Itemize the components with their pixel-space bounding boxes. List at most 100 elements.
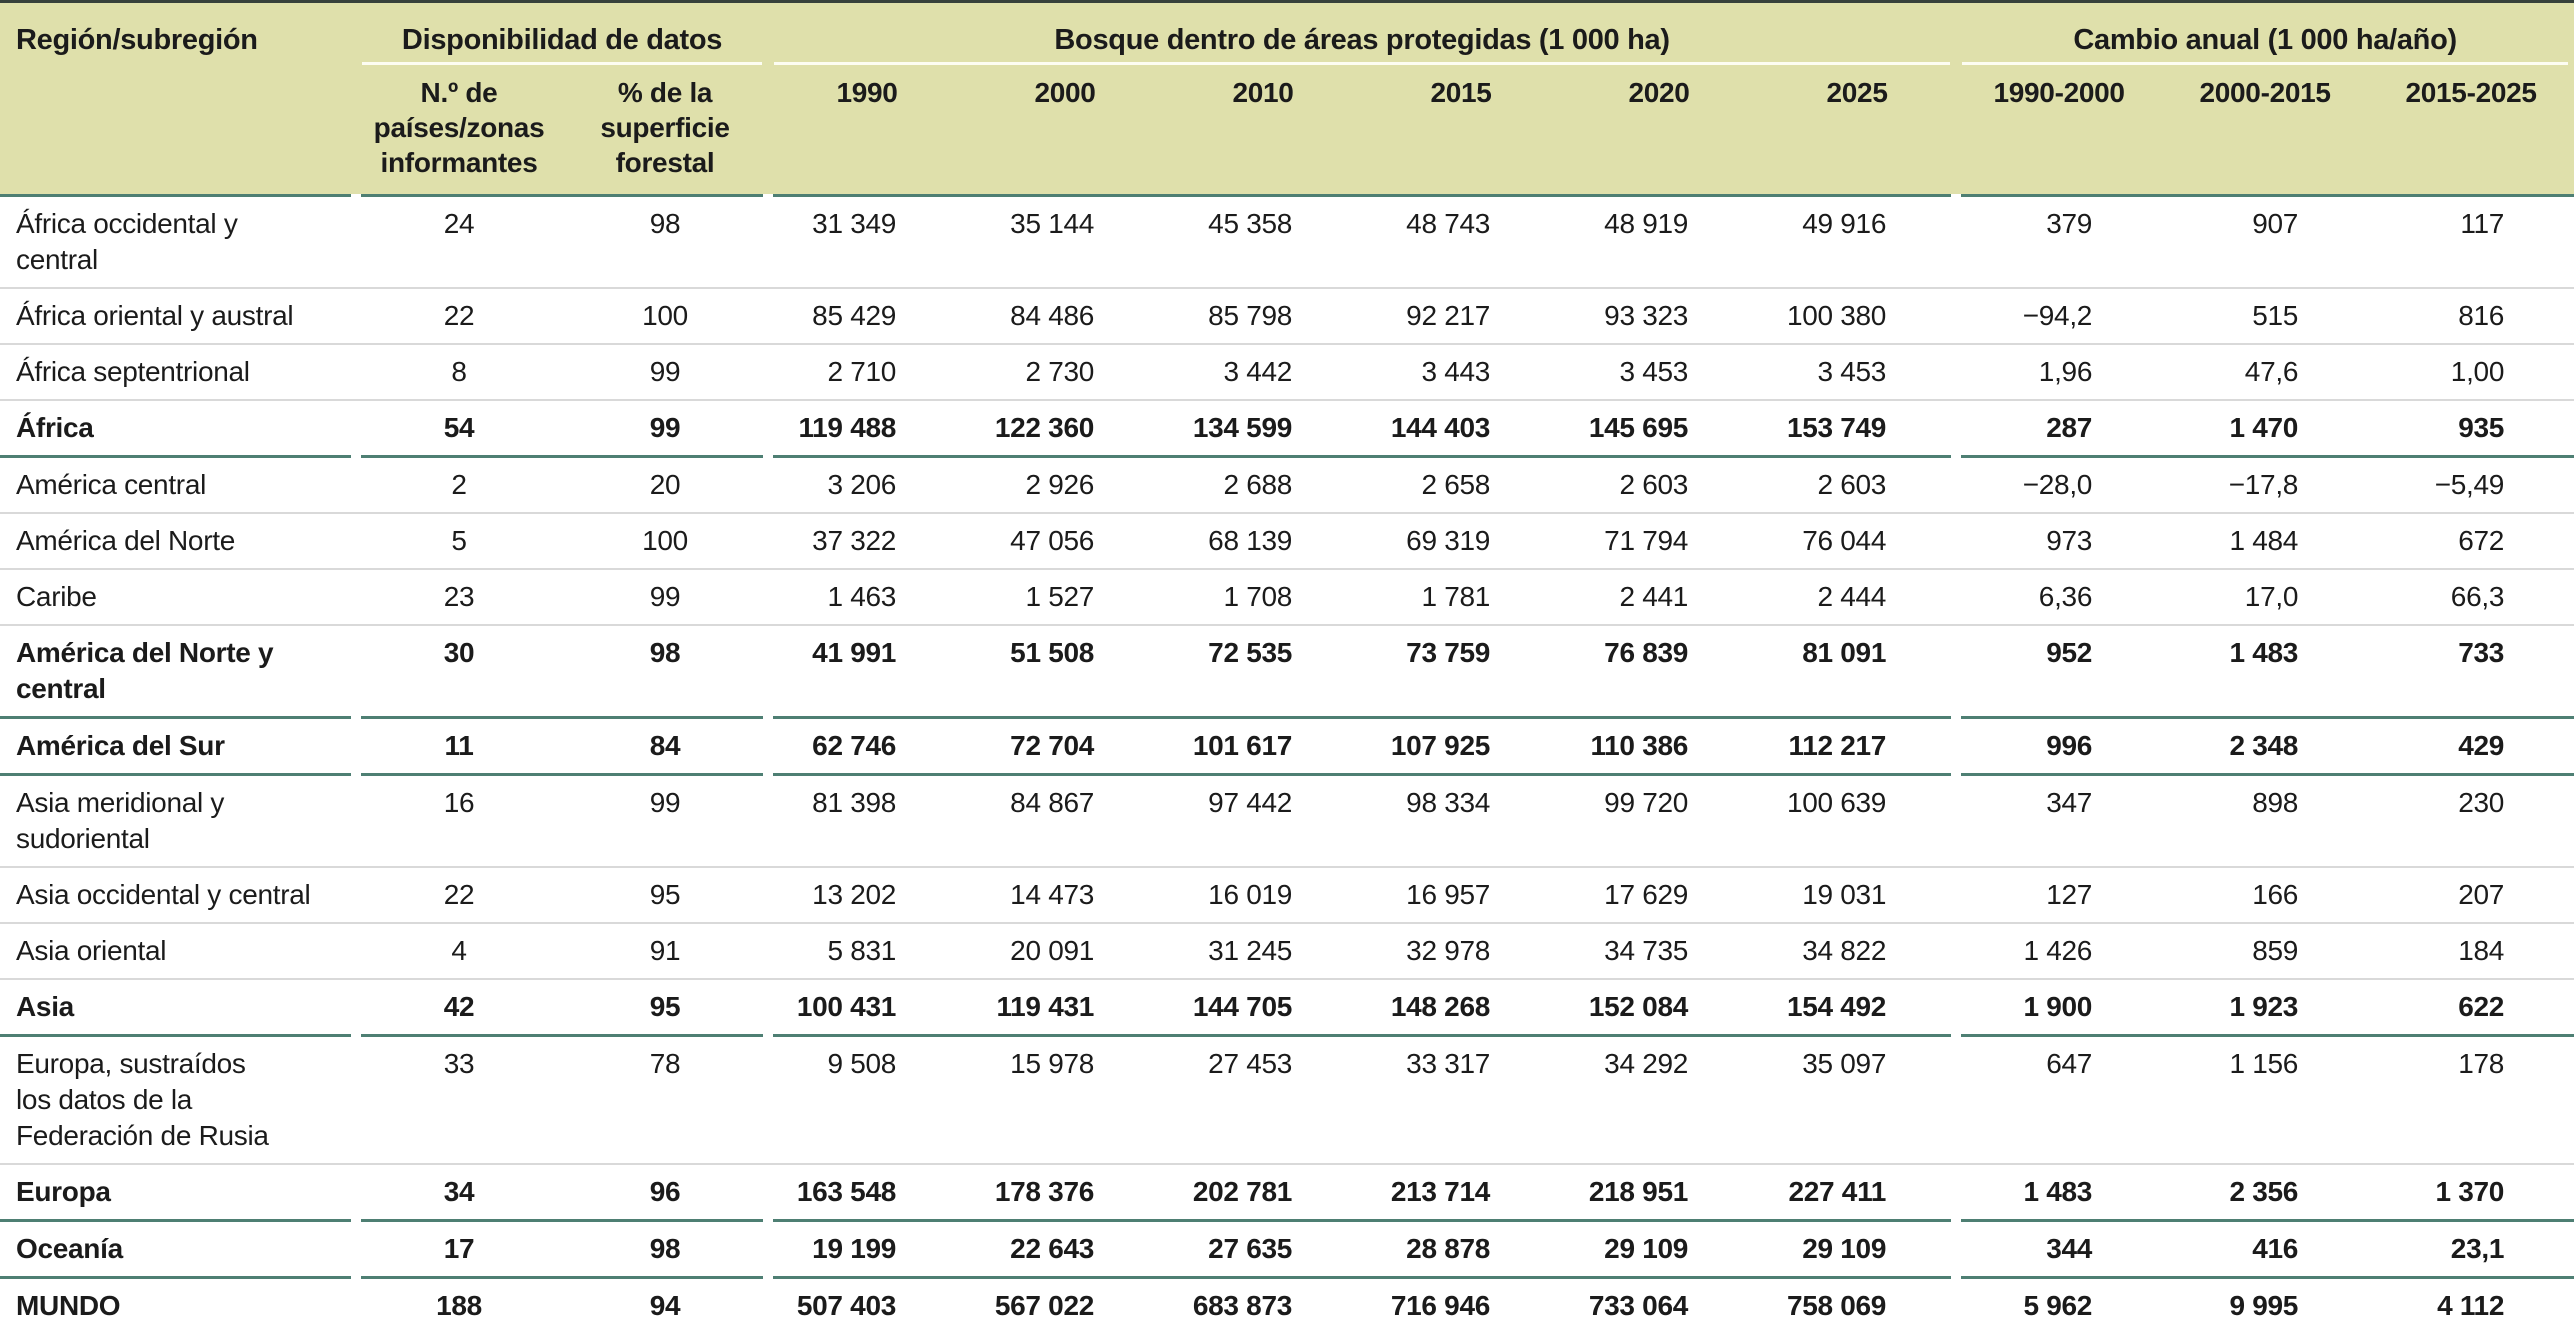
value-cell: 2 688 — [1164, 458, 1363, 514]
region-cell: África oriental y austral — [0, 289, 356, 345]
column-header-region-subregion: Región/subregión — [0, 3, 356, 197]
value-cell: 49 916 — [1758, 197, 1957, 289]
value-cell: 1,00 — [2368, 345, 2574, 401]
value-cell: 178 — [2368, 1037, 2574, 1165]
region-cell: Asia oriental — [0, 924, 356, 980]
value-cell: 2 348 — [2162, 719, 2369, 776]
value-cell: 2 441 — [1560, 570, 1759, 626]
table-row: Asia occidental y central 22 95 13 202 14 47… — [0, 868, 2574, 924]
column-header-2020: 2020 — [1560, 65, 1759, 197]
value-cell: 19 031 — [1758, 868, 1957, 924]
value-cell: 28 878 — [1362, 1222, 1561, 1279]
value-cell: 2 710 — [768, 345, 967, 401]
value-cell: 72 704 — [966, 719, 1165, 776]
value-cell: 98 — [562, 197, 769, 289]
value-cell: 567 022 — [966, 1279, 1165, 1326]
value-cell: 110 386 — [1560, 719, 1759, 776]
region-cell: Caribe — [0, 570, 356, 626]
value-cell: 622 — [2368, 980, 2574, 1037]
value-cell: 23,1 — [2368, 1222, 2574, 1279]
value-cell: 29 109 — [1560, 1222, 1759, 1279]
value-cell: 85 429 — [768, 289, 967, 345]
value-cell: 1 484 — [2162, 514, 2369, 570]
value-cell: 93 323 — [1560, 289, 1759, 345]
value-cell: 230 — [2368, 776, 2574, 868]
table-row: Europa 34 96 163 548 178 376 202 781 213 714 21… — [0, 1165, 2574, 1225]
value-cell: 17 — [351, 1222, 562, 1282]
column-header-1990: 1990 — [763, 65, 967, 200]
table-row: Europa, sustraídos los datos de la Feder… — [0, 1037, 2574, 1165]
value-cell: 85 798 — [1164, 289, 1363, 345]
value-cell: 1 470 — [2162, 401, 2369, 458]
value-cell: 71 794 — [1560, 514, 1759, 570]
value-cell: 1 483 — [1951, 1165, 2163, 1225]
region-cell: Asia — [0, 980, 356, 1037]
value-cell: 27 635 — [1164, 1222, 1363, 1279]
value-cell: 45 358 — [1164, 197, 1363, 289]
value-cell: 1 708 — [1164, 570, 1363, 626]
region-cell: América del Norte y central — [0, 626, 356, 719]
region-cell: Europa — [0, 1165, 356, 1222]
value-cell: 1 463 — [768, 570, 967, 626]
value-cell: 344 — [1951, 1222, 2163, 1282]
value-cell: 100 — [562, 289, 769, 345]
value-cell: 78 — [562, 1037, 769, 1165]
value-cell: 100 380 — [1758, 289, 1957, 345]
value-cell: 2 356 — [2162, 1165, 2369, 1222]
table-row: África oriental y austral 22 100 85 429 84 4… — [0, 289, 2574, 345]
value-cell: 154 492 — [1758, 980, 1957, 1037]
value-cell: 112 217 — [1758, 719, 1957, 776]
table-row: América del Norte y central 30 98 41 991 51 … — [0, 626, 2574, 722]
region-cell: América central — [0, 458, 356, 514]
value-cell: 1 781 — [1362, 570, 1561, 626]
value-cell: 1 527 — [966, 570, 1165, 626]
table-row: América central 2 20 3 206 2 926 2 688 2 658 2 … — [0, 458, 2574, 514]
value-cell: 69 319 — [1362, 514, 1561, 570]
value-cell: 68 139 — [1164, 514, 1363, 570]
column-header-n-de-paises-zonas-informantes: N.º de países/zonas informantes — [351, 65, 562, 200]
table-row: Caribe 23 99 1 463 1 527 1 708 1 781 2 441 2 444… — [0, 570, 2574, 626]
value-cell: 2 926 — [966, 458, 1165, 514]
value-cell: 127 — [1956, 868, 2163, 924]
value-cell: 95 — [562, 980, 769, 1037]
value-cell: 5 831 — [768, 924, 967, 980]
value-cell: 20 091 — [966, 924, 1165, 980]
value-cell: 24 — [356, 197, 562, 289]
value-cell: 47,6 — [2162, 345, 2369, 401]
value-cell: 100 639 — [1758, 776, 1957, 868]
column-group-annual-change: Cambio anual (1 000 ha/año) — [1956, 3, 2574, 65]
value-cell: 2 444 — [1758, 570, 1957, 626]
table-row: América del Sur 11 84 62 746 72 704 101 617 10… — [0, 719, 2574, 779]
value-cell: 16 019 — [1164, 868, 1363, 924]
value-cell: 54 — [351, 401, 562, 461]
column-header-1990-2000: 1990-2000 — [1951, 65, 2163, 200]
value-cell: 3 443 — [1362, 345, 1561, 401]
value-cell: 152 084 — [1560, 980, 1759, 1037]
value-cell: 31 245 — [1164, 924, 1363, 980]
value-cell: 99 — [562, 345, 769, 401]
value-cell: 76 044 — [1758, 514, 1957, 570]
value-cell: 4 — [356, 924, 562, 980]
value-cell: 94 — [562, 1279, 769, 1326]
value-cell: 76 839 — [1560, 626, 1759, 719]
value-cell: 188 — [356, 1279, 562, 1326]
value-cell: 81 091 — [1758, 626, 1957, 719]
value-cell: 2 603 — [1758, 458, 1957, 514]
value-cell: 2 603 — [1560, 458, 1759, 514]
value-cell: −5,49 — [2368, 458, 2574, 514]
table-row: MUNDO 188 94 507 403 567 022 683 873 716 946 73… — [0, 1279, 2574, 1326]
value-cell: 17 629 — [1560, 868, 1759, 924]
value-cell: 51 508 — [966, 626, 1165, 719]
value-cell: 347 — [1956, 776, 2163, 868]
value-cell: 733 — [2368, 626, 2574, 719]
value-cell: 99 — [562, 401, 769, 458]
header-divider-line — [1962, 62, 2569, 65]
value-cell: 122 360 — [966, 401, 1165, 458]
value-cell: 1 923 — [2162, 980, 2369, 1037]
column-group-data-availability: Disponibilidad de datos — [356, 3, 769, 65]
value-cell: 145 695 — [1560, 401, 1759, 458]
value-cell: 148 268 — [1362, 980, 1561, 1037]
value-cell: 35 097 — [1758, 1037, 1957, 1165]
value-cell: 218 951 — [1560, 1165, 1759, 1222]
value-cell: 119 431 — [966, 980, 1165, 1037]
